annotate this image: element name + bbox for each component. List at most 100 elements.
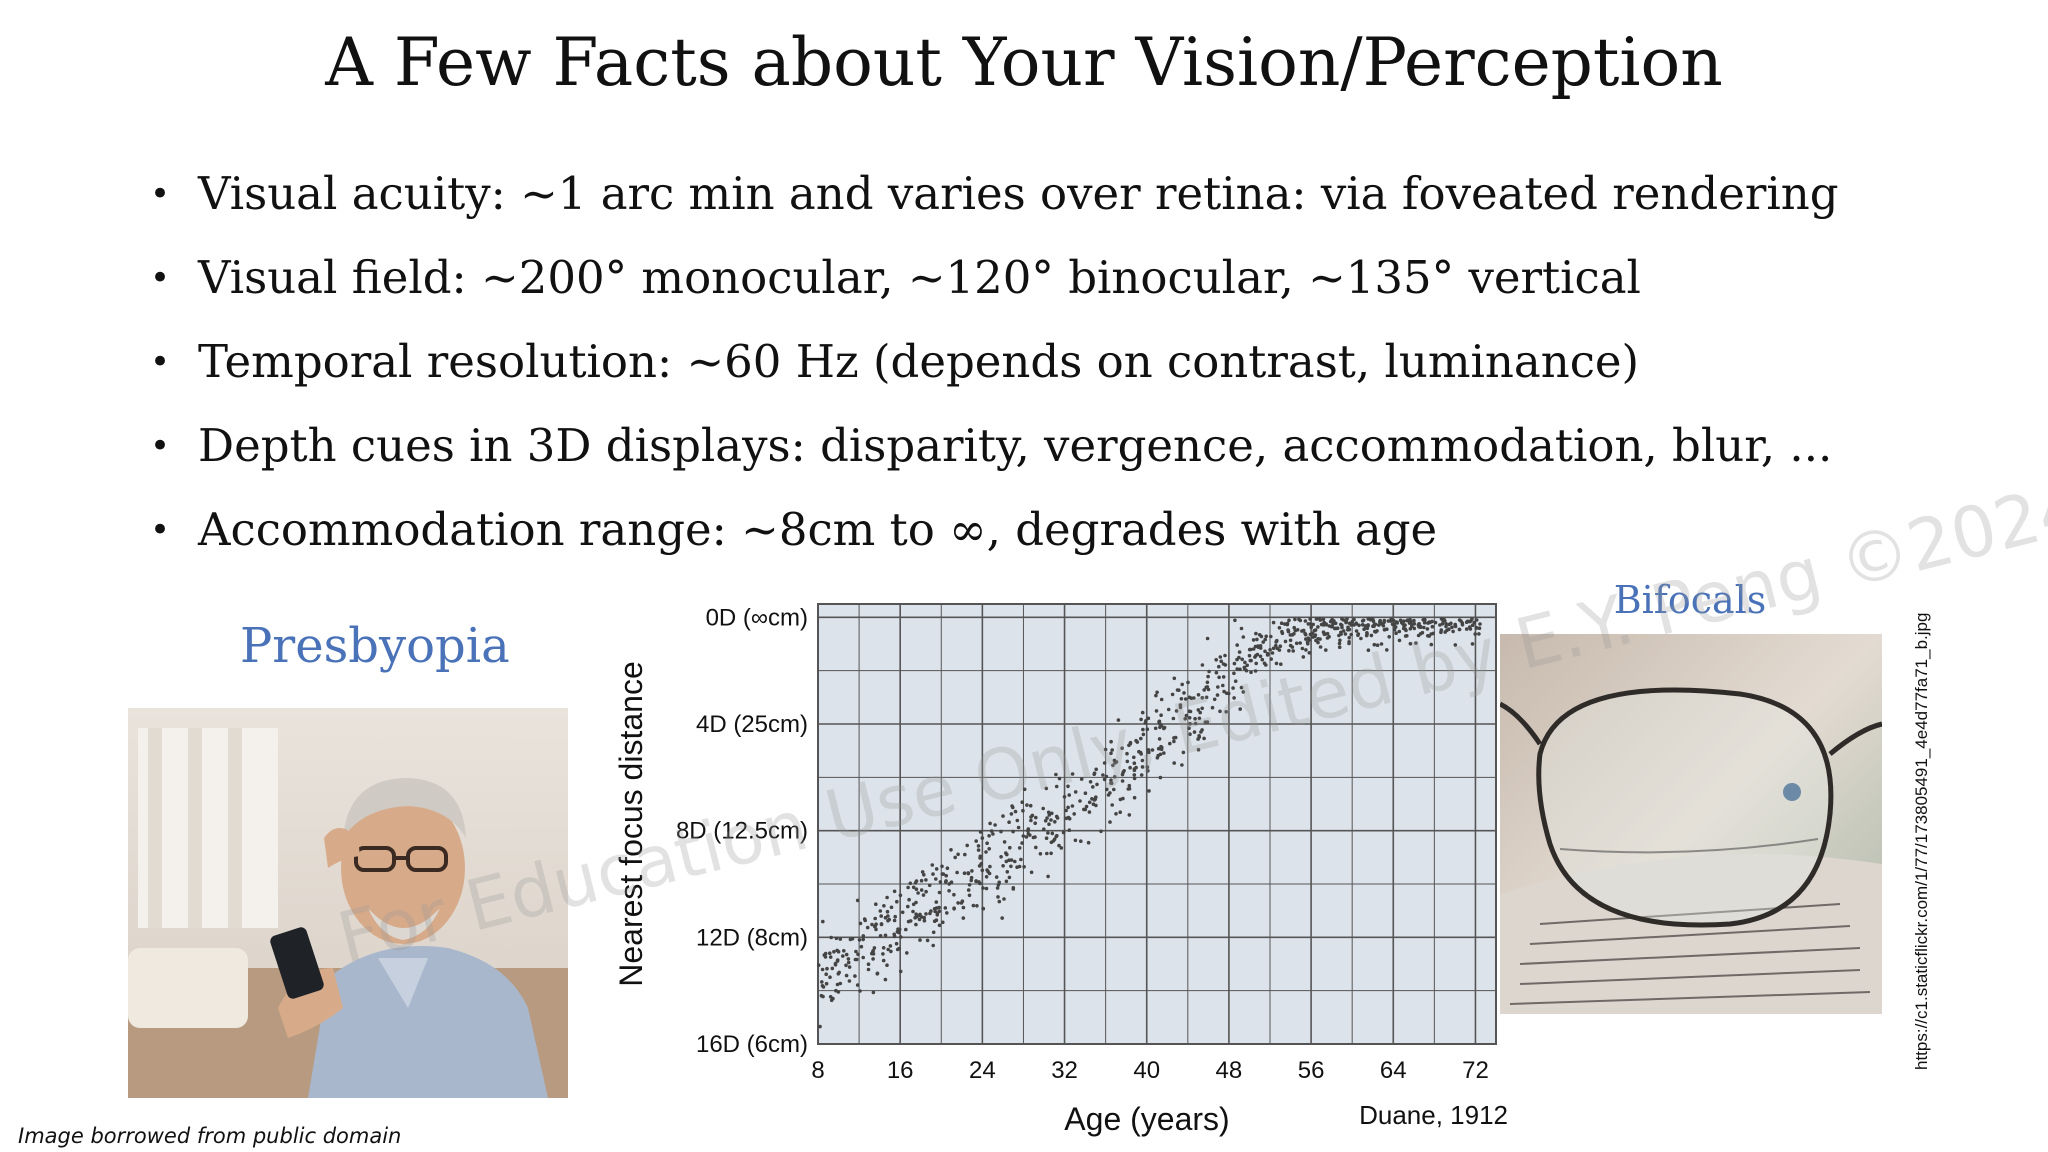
data-point [1297, 617, 1301, 622]
accommodation-chart: 8 16 24 32 40 48 56 64 72 0D (∞cm) 4D (25cm) 8D (12… [613, 603, 1508, 1137]
data-point [1369, 633, 1374, 638]
data-point [922, 918, 927, 923]
data-point [854, 949, 858, 954]
data-point [1239, 626, 1244, 631]
data-point [1425, 627, 1430, 631]
data-point [1385, 648, 1389, 652]
data-point [1233, 679, 1238, 683]
data-point [1205, 636, 1210, 641]
data-point [1116, 718, 1121, 722]
data-point [960, 899, 965, 903]
data-point [832, 949, 836, 954]
data-point [844, 973, 849, 978]
data-point [1264, 634, 1268, 639]
data-point [1146, 716, 1151, 721]
data-point [1067, 793, 1071, 797]
data-point [1222, 689, 1226, 694]
data-point [1146, 748, 1151, 752]
data-point [1314, 617, 1319, 621]
data-point [1283, 639, 1288, 644]
data-point [1172, 739, 1176, 744]
data-point [1300, 646, 1305, 651]
data-point [934, 867, 939, 871]
data-point [1365, 631, 1369, 635]
data-point [1139, 717, 1143, 722]
data-point [1159, 697, 1164, 702]
data-point [820, 980, 824, 984]
x-axis-label: Age (years) [1064, 1101, 1229, 1137]
data-point [938, 880, 943, 884]
data-point [1059, 846, 1064, 850]
data-point [1307, 638, 1312, 642]
data-point [1214, 670, 1219, 675]
data-point [945, 911, 949, 915]
data-point [961, 905, 966, 910]
data-point [872, 946, 877, 950]
data-point [1118, 810, 1122, 814]
data-point [1015, 818, 1020, 823]
data-point [1193, 721, 1198, 726]
data-point [1110, 803, 1114, 807]
data-point [892, 934, 897, 939]
data-point [1166, 707, 1171, 712]
data-point [1346, 628, 1350, 632]
data-point [1158, 725, 1162, 730]
data-point [1390, 622, 1395, 626]
data-point [1287, 648, 1291, 653]
data-point [944, 873, 948, 878]
data-point [1011, 829, 1015, 834]
data-point [1217, 664, 1221, 669]
data-point [980, 868, 985, 873]
data-point [1162, 751, 1166, 755]
data-point [1360, 623, 1365, 627]
data-point [1253, 669, 1258, 673]
data-point [1477, 626, 1482, 630]
data-point [836, 972, 841, 976]
data-point [824, 972, 828, 976]
data-point [1202, 736, 1206, 741]
data-point [952, 892, 956, 897]
data-point [870, 951, 874, 956]
data-point [956, 852, 960, 857]
data-point [999, 829, 1003, 834]
data-point [1421, 618, 1425, 622]
data-point [994, 875, 999, 879]
data-point [1363, 624, 1368, 628]
data-point [1243, 660, 1247, 665]
data-point [1313, 634, 1317, 639]
data-point [914, 912, 918, 916]
data-point [836, 949, 841, 954]
data-point [1470, 642, 1475, 646]
data-point [897, 946, 901, 951]
data-point [993, 823, 997, 827]
data-point [1271, 620, 1276, 625]
data-point [1128, 742, 1133, 746]
data-point [1200, 728, 1204, 732]
data-point [1389, 617, 1393, 621]
data-point [956, 901, 960, 905]
data-point [916, 891, 920, 895]
data-point [1147, 789, 1151, 793]
data-point [1232, 696, 1236, 700]
data-point [1249, 670, 1253, 675]
data-point [885, 909, 890, 914]
data-point [874, 902, 878, 906]
data-point [1279, 662, 1283, 666]
bullet-depth-cues: • Depth cues in 3D displays: disparity, v… [150, 404, 1839, 488]
data-point [834, 988, 838, 993]
data-point [1210, 705, 1215, 710]
data-point [1298, 641, 1302, 645]
data-point [1444, 622, 1448, 626]
data-point [853, 974, 857, 978]
data-point [1269, 657, 1273, 661]
data-point [1144, 719, 1148, 723]
data-point [1109, 751, 1113, 756]
data-point [847, 979, 852, 983]
data-point [988, 864, 992, 869]
data-point [844, 963, 848, 968]
x-tick-label: 64 [1380, 1057, 1407, 1084]
data-point [882, 904, 886, 908]
data-point [875, 971, 880, 976]
data-point [838, 981, 843, 986]
data-point [985, 868, 989, 872]
